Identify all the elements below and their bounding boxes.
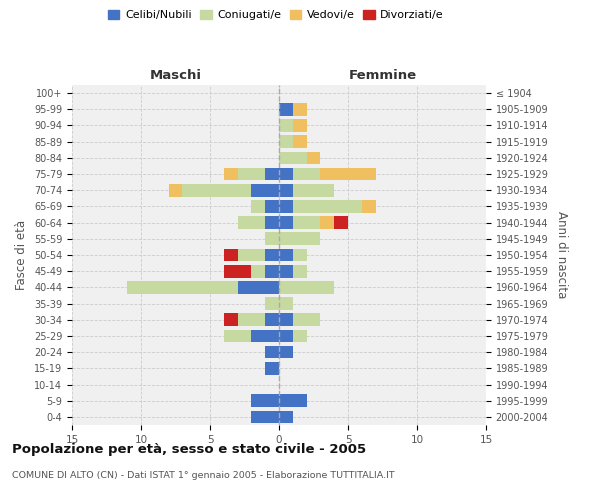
Bar <box>265 168 279 180</box>
Bar <box>279 346 293 358</box>
Bar <box>279 152 307 164</box>
Bar <box>293 136 307 148</box>
Bar <box>251 200 265 212</box>
Bar <box>334 216 348 229</box>
Bar <box>182 184 251 196</box>
Bar <box>279 298 293 310</box>
Bar <box>293 184 334 196</box>
Bar <box>293 330 307 342</box>
Bar <box>265 362 279 374</box>
Bar <box>279 200 293 212</box>
Bar <box>293 200 362 212</box>
Bar <box>293 314 320 326</box>
Bar <box>265 298 279 310</box>
Bar <box>265 216 279 229</box>
Bar <box>279 410 293 423</box>
Legend: Celibi/Nubili, Coniugati/e, Vedovi/e, Divorziati/e: Celibi/Nubili, Coniugati/e, Vedovi/e, Di… <box>104 6 448 25</box>
Y-axis label: Anni di nascita: Anni di nascita <box>555 212 568 298</box>
Bar <box>279 232 320 245</box>
Bar <box>279 168 293 180</box>
Bar <box>224 265 251 278</box>
Bar <box>293 119 307 132</box>
Bar <box>127 281 238 293</box>
Bar <box>279 265 293 278</box>
Bar <box>307 152 320 164</box>
Bar <box>279 394 307 407</box>
Bar <box>293 265 307 278</box>
Bar <box>279 248 293 262</box>
Bar <box>265 265 279 278</box>
Bar <box>279 281 334 293</box>
Bar <box>279 103 293 116</box>
Bar <box>279 119 293 132</box>
Bar <box>293 216 320 229</box>
Bar <box>251 394 279 407</box>
Bar <box>293 103 307 116</box>
Bar <box>238 314 265 326</box>
Text: Maschi: Maschi <box>149 69 202 82</box>
Bar <box>251 410 279 423</box>
Bar <box>224 314 238 326</box>
Bar <box>224 248 238 262</box>
Bar <box>224 330 251 342</box>
Bar <box>279 216 293 229</box>
Bar <box>265 232 279 245</box>
Bar <box>238 216 265 229</box>
Bar <box>320 168 376 180</box>
Bar <box>169 184 182 196</box>
Y-axis label: Fasce di età: Fasce di età <box>16 220 28 290</box>
Bar <box>251 184 279 196</box>
Bar <box>265 314 279 326</box>
Bar <box>238 281 279 293</box>
Bar <box>320 216 334 229</box>
Bar <box>238 168 265 180</box>
Text: Femmine: Femmine <box>349 69 416 82</box>
Bar <box>251 265 265 278</box>
Bar <box>362 200 376 212</box>
Bar <box>293 168 320 180</box>
Text: COMUNE DI ALTO (CN) - Dati ISTAT 1° gennaio 2005 - Elaborazione TUTTITALIA.IT: COMUNE DI ALTO (CN) - Dati ISTAT 1° genn… <box>12 471 395 480</box>
Bar <box>265 346 279 358</box>
Bar <box>265 248 279 262</box>
Bar <box>279 330 293 342</box>
Bar <box>224 168 238 180</box>
Bar <box>279 184 293 196</box>
Bar <box>238 248 265 262</box>
Text: Popolazione per età, sesso e stato civile - 2005: Popolazione per età, sesso e stato civil… <box>12 442 366 456</box>
Bar <box>279 314 293 326</box>
Bar <box>293 248 307 262</box>
Bar <box>279 136 293 148</box>
Bar <box>265 200 279 212</box>
Bar <box>251 330 279 342</box>
